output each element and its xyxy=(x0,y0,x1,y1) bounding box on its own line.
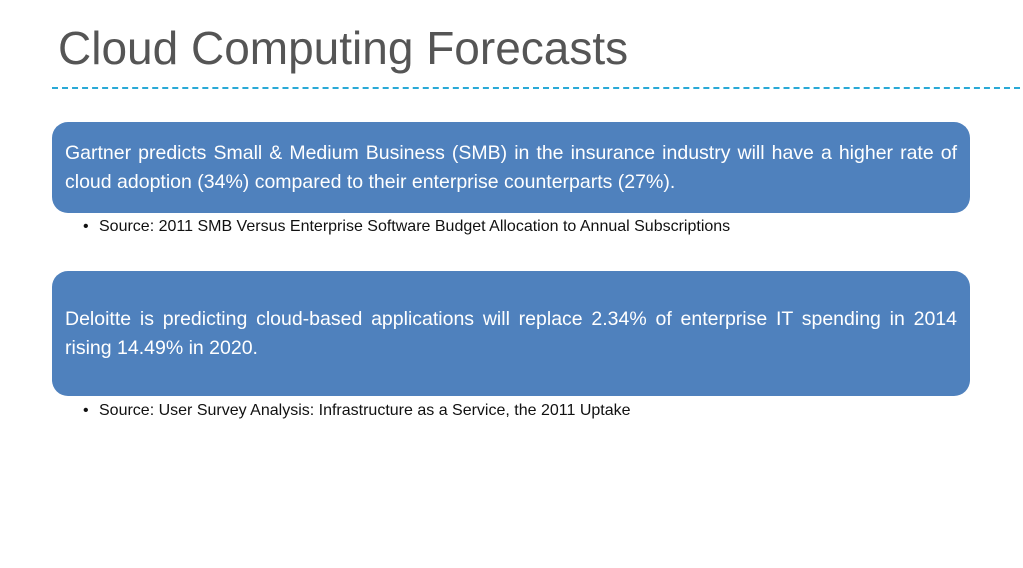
forecast-box-gartner: Gartner predicts Small & Medium Business… xyxy=(52,122,970,213)
forecast-box-deloitte: Deloitte is predicting cloud-based appli… xyxy=(52,271,970,396)
title-divider xyxy=(52,87,1020,89)
bullet-icon: • xyxy=(83,402,89,419)
forecast-text: Deloitte is predicting cloud-based appli… xyxy=(65,308,957,359)
source-text: Source: User Survey Analysis: Infrastruc… xyxy=(99,402,631,419)
source-text: Source: 2011 SMB Versus Enterprise Softw… xyxy=(99,218,731,235)
source-list-item: • Source: User Survey Analysis: Infrastru… xyxy=(83,400,631,422)
forecast-text: Gartner predicts Small & Medium Business… xyxy=(65,142,957,193)
source-list-item: • Source: 2011 SMB Versus Enterprise Soft… xyxy=(83,216,730,238)
bullet-icon: • xyxy=(83,218,89,235)
slide-title: Cloud Computing Forecasts xyxy=(58,22,629,74)
